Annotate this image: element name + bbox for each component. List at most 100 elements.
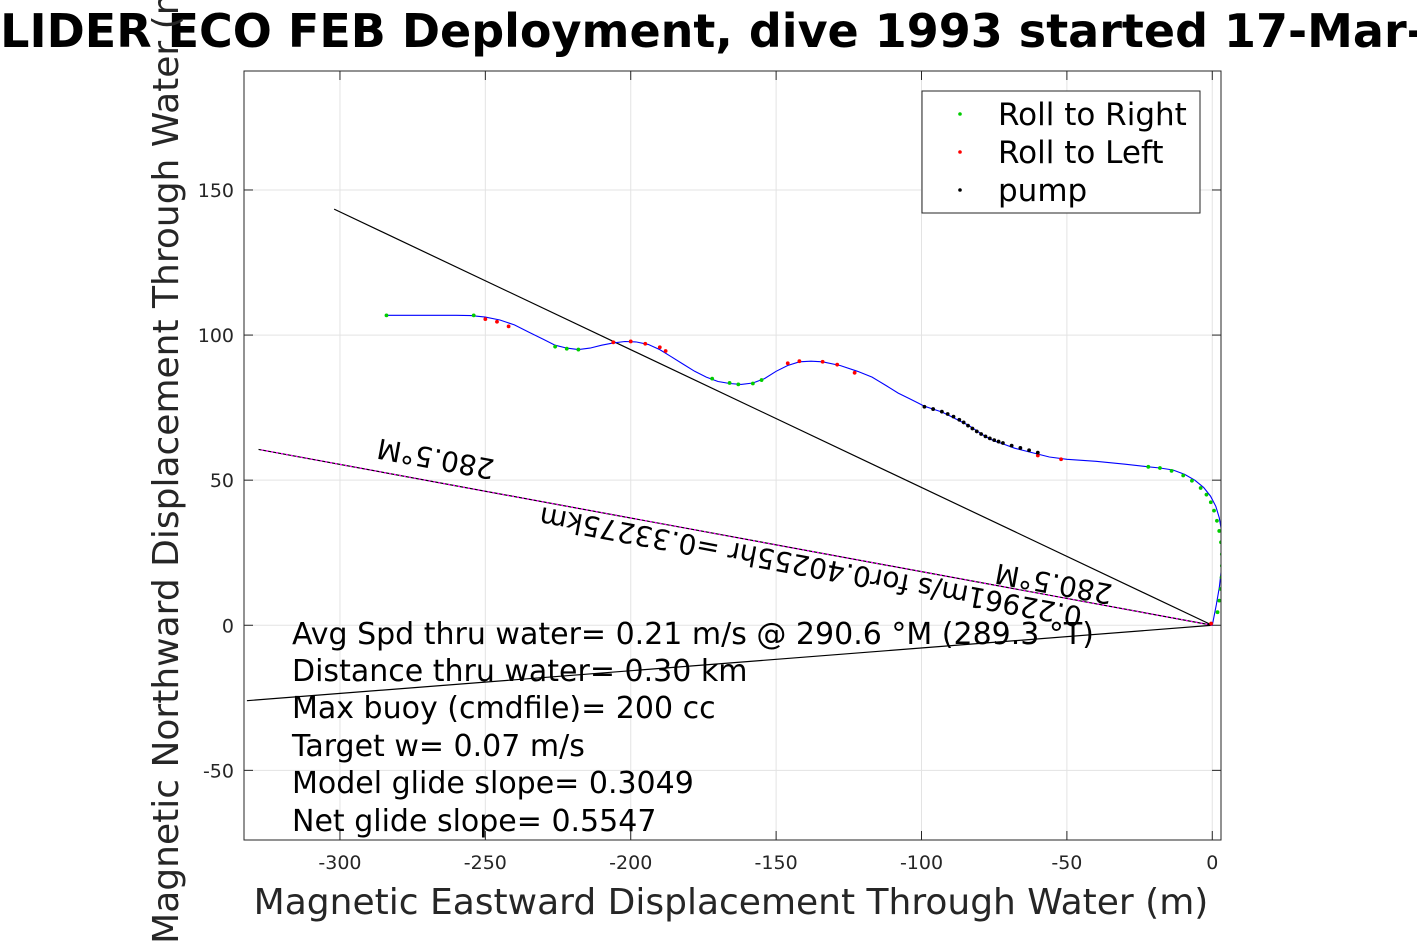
pump-point-5 xyxy=(957,417,962,422)
roll-left-point-4 xyxy=(628,339,633,344)
y-tick-label-0: -50 xyxy=(203,760,234,782)
stat-target-w: Target w= 0.07 m/s xyxy=(291,729,585,764)
pump-point-2 xyxy=(939,409,944,414)
pump-point-4 xyxy=(951,414,956,419)
roll-left-point-0 xyxy=(483,317,488,322)
roll-right-point-19 xyxy=(1215,518,1219,523)
pump-point-12 xyxy=(987,436,992,441)
dive-track-line xyxy=(386,314,1221,626)
roll-right-point-24 xyxy=(1219,575,1221,580)
pump-point-6 xyxy=(961,420,966,425)
pump-point-13 xyxy=(992,438,997,443)
pump-point-10 xyxy=(979,432,984,436)
pump-point-14 xyxy=(996,439,1001,444)
legend-marker-roll-right xyxy=(958,112,962,116)
x-tick-label-5: -50 xyxy=(1051,852,1082,874)
track-layer xyxy=(386,314,1221,626)
reference-lines xyxy=(246,208,1213,702)
heading-reference-line xyxy=(246,624,1213,702)
axes-box xyxy=(243,70,1222,841)
stat-model-glide-slope: Model glide slope= 0.3049 xyxy=(292,766,694,801)
roll-right-point-7 xyxy=(736,382,741,387)
roll-right-point-17 xyxy=(1208,500,1213,505)
current-line xyxy=(258,448,1213,626)
roll-left-point-14 xyxy=(1059,457,1063,462)
roll-right-point-8 xyxy=(750,381,755,386)
roll-left-point-11 xyxy=(835,362,840,367)
roll-right-point-9 xyxy=(759,378,764,382)
roll-left-point-3 xyxy=(611,340,616,345)
roll-right-point-2 xyxy=(553,344,558,349)
pump-point-17 xyxy=(1018,446,1023,450)
x-tick-label-0: -300 xyxy=(318,852,361,874)
chart-title: SEAGLIDER ECO FEB Deployment, dive 1993 … xyxy=(0,4,1417,58)
legend-box xyxy=(921,90,1201,214)
roll-left-point-7 xyxy=(663,349,668,353)
roll-right-point-15 xyxy=(1198,486,1203,490)
pump-point-18 xyxy=(1027,448,1031,453)
legend-marker-roll-left xyxy=(958,150,962,154)
pump-point-0 xyxy=(922,404,927,409)
stat-net-glide-slope: Net glide slope= 0.5547 xyxy=(292,804,656,839)
roll-left-point-9 xyxy=(797,359,802,364)
y-tick-label-4: 150 xyxy=(198,180,234,202)
x-tick-label-2: -200 xyxy=(609,852,652,874)
pump-point-1 xyxy=(931,407,936,411)
pump-point-19 xyxy=(1035,450,1040,455)
roll-left-point-12 xyxy=(852,370,857,375)
stat-max-buoy: Max buoy (cmdfile)= 200 cc xyxy=(292,691,716,726)
roll-right-point-16 xyxy=(1204,492,1209,497)
roll-right-point-6 xyxy=(727,381,732,385)
pump-point-9 xyxy=(974,429,979,434)
legend-label-pump: pump xyxy=(998,173,1087,209)
grid xyxy=(244,71,1221,840)
roll-right-point-12 xyxy=(1169,468,1174,473)
pump-point-3 xyxy=(945,412,950,416)
roll-left-point-5 xyxy=(643,341,648,346)
roll-left-point-10 xyxy=(820,359,825,364)
legend-label-roll-left: Roll to Left xyxy=(998,135,1164,171)
roll-left-point-6 xyxy=(657,345,662,350)
legend-label-roll-right: Roll to Right xyxy=(998,97,1187,133)
roll-right-point-25 xyxy=(1218,587,1221,591)
roll-right-point-3 xyxy=(564,346,569,351)
pump-point-8 xyxy=(970,426,975,431)
y-tick-label-1: 0 xyxy=(222,615,234,637)
roll-right-point-18 xyxy=(1212,508,1216,513)
stat-distance: Distance thru water= 0.30 km xyxy=(292,654,747,689)
roll-right-point-20 xyxy=(1217,529,1221,533)
legend: Roll to Right Roll to Left pump xyxy=(921,90,1201,214)
y-tick-label-2: 50 xyxy=(210,470,234,492)
roll-right-point-1 xyxy=(471,313,476,318)
pump-point-7 xyxy=(966,423,970,428)
x-axis-label: Magnetic Eastward Displacement Through W… xyxy=(254,882,1209,923)
roll-left-point-15 xyxy=(1209,621,1214,626)
points-layer xyxy=(384,313,1221,626)
roll-right-point-5 xyxy=(710,376,715,381)
roll-right-point-27 xyxy=(1215,610,1220,615)
y-axis-label: Magnetic Northward Displacement Through … xyxy=(146,0,187,944)
legend-marker-pump xyxy=(958,188,962,192)
roll-left-point-8 xyxy=(785,361,790,366)
pump-point-16 xyxy=(1009,443,1014,448)
roll-right-point-26 xyxy=(1217,598,1221,603)
roll-right-point-13 xyxy=(1181,473,1186,478)
roll-left-point-2 xyxy=(506,324,511,329)
axis-ticks: -300 -250 -200 -150 -100 -50 0 -50 0 50 100 150 xyxy=(198,71,1221,874)
x-tick-label-3: -150 xyxy=(755,852,798,874)
stat-avg-speed: Avg Spd thru water= 0.21 m/s @ 290.6 °M … xyxy=(292,617,1094,652)
glide-reference-line xyxy=(333,208,1213,626)
roll-right-point-4 xyxy=(576,347,581,352)
roll-left-point-1 xyxy=(495,319,499,324)
pump-point-11 xyxy=(983,434,988,439)
pump-point-15 xyxy=(1001,441,1005,445)
x-tick-label-4: -100 xyxy=(900,852,943,874)
y-tick-label-3: 100 xyxy=(198,325,234,347)
roll-right-point-14 xyxy=(1190,478,1194,483)
x-tick-label-6: 0 xyxy=(1206,852,1218,874)
roll-right-point-11 xyxy=(1158,466,1162,470)
x-tick-label-1: -250 xyxy=(464,852,507,874)
roll-right-point-0 xyxy=(384,313,389,318)
roll-right-point-10 xyxy=(1146,464,1151,469)
